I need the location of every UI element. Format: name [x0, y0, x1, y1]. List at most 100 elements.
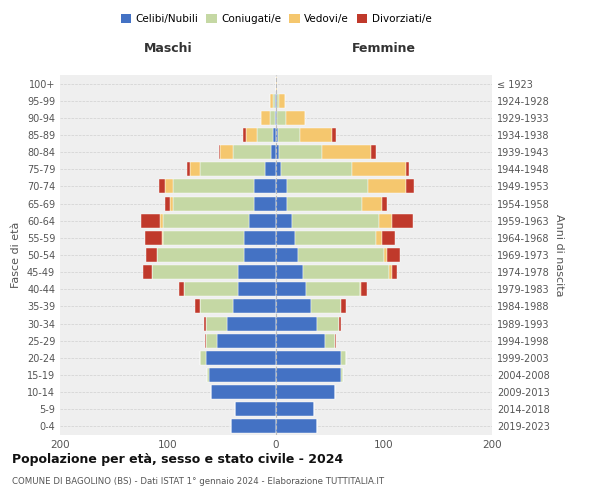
Bar [244, 231, 276, 245]
Bar [173, 180, 254, 194]
Bar [152, 265, 238, 279]
Bar [238, 282, 276, 296]
Bar [292, 214, 379, 228]
Bar [275, 94, 276, 108]
Bar [371, 145, 376, 159]
Bar [141, 214, 160, 228]
Bar [361, 282, 367, 296]
Bar [254, 196, 276, 210]
Bar [265, 162, 276, 176]
Bar [161, 231, 163, 245]
Bar [368, 180, 406, 194]
Bar [195, 300, 200, 314]
Bar [311, 300, 341, 314]
Text: Femmine: Femmine [352, 42, 416, 55]
Bar [287, 196, 362, 210]
Bar [269, 94, 273, 108]
Bar [206, 351, 276, 365]
Bar [238, 265, 276, 279]
Bar [157, 248, 244, 262]
Bar [300, 128, 332, 142]
Bar [209, 368, 276, 382]
Bar [163, 231, 244, 245]
Bar [200, 162, 265, 176]
Bar [276, 111, 277, 125]
Bar [360, 282, 361, 296]
Bar [341, 300, 346, 314]
Bar [325, 334, 335, 347]
Bar [246, 128, 257, 142]
Bar [387, 248, 400, 262]
Bar [341, 351, 346, 365]
Bar [298, 248, 384, 262]
Text: COMUNE DI BAGOLINO (BS) - Dati ISTAT 1° gennaio 2024 - Elaborazione TUTTITALIA.I: COMUNE DI BAGOLINO (BS) - Dati ISTAT 1° … [12, 478, 384, 486]
Bar [406, 180, 414, 194]
Text: Maschi: Maschi [143, 42, 193, 55]
Bar [173, 196, 254, 210]
Text: Popolazione per età, sesso e stato civile - 2024: Popolazione per età, sesso e stato civil… [12, 452, 343, 466]
Bar [242, 128, 246, 142]
Bar [277, 111, 286, 125]
Bar [276, 196, 287, 210]
Bar [389, 265, 392, 279]
Bar [220, 145, 233, 159]
Bar [203, 316, 206, 330]
Bar [281, 162, 352, 176]
Bar [276, 94, 277, 108]
Bar [146, 248, 157, 262]
Bar [276, 385, 335, 399]
Bar [392, 265, 397, 279]
Bar [276, 420, 317, 434]
Bar [276, 180, 287, 194]
Bar [278, 128, 300, 142]
Bar [227, 316, 276, 330]
Bar [322, 145, 371, 159]
Bar [273, 128, 276, 142]
Bar [273, 94, 275, 108]
Bar [217, 334, 276, 347]
Bar [295, 231, 376, 245]
Bar [233, 145, 271, 159]
Bar [233, 300, 276, 314]
Bar [179, 282, 184, 296]
Bar [382, 196, 387, 210]
Bar [277, 94, 279, 108]
Bar [341, 368, 343, 382]
Bar [276, 214, 292, 228]
Bar [276, 300, 311, 314]
Bar [276, 145, 279, 159]
Bar [244, 248, 276, 262]
Bar [279, 145, 322, 159]
Bar [306, 282, 360, 296]
Bar [163, 214, 249, 228]
Bar [362, 196, 382, 210]
Bar [276, 265, 303, 279]
Bar [219, 145, 220, 159]
Bar [276, 128, 278, 142]
Bar [286, 111, 305, 125]
Bar [143, 265, 152, 279]
Bar [379, 214, 392, 228]
Bar [276, 351, 341, 365]
Bar [187, 162, 190, 176]
Bar [384, 248, 387, 262]
Bar [249, 214, 276, 228]
Bar [184, 282, 238, 296]
Bar [317, 316, 338, 330]
Bar [276, 162, 281, 176]
Bar [276, 334, 325, 347]
Bar [200, 351, 206, 365]
Bar [376, 231, 382, 245]
Bar [287, 180, 368, 194]
Legend: Celibi/Nubili, Coniugati/e, Vedovi/e, Divorziati/e: Celibi/Nubili, Coniugati/e, Vedovi/e, Di… [116, 10, 436, 29]
Bar [332, 128, 337, 142]
Bar [335, 334, 337, 347]
Bar [145, 231, 161, 245]
Bar [257, 128, 273, 142]
Bar [276, 368, 341, 382]
Bar [207, 368, 209, 382]
Bar [276, 402, 314, 416]
Bar [205, 334, 206, 347]
Bar [261, 111, 269, 125]
Bar [279, 94, 284, 108]
